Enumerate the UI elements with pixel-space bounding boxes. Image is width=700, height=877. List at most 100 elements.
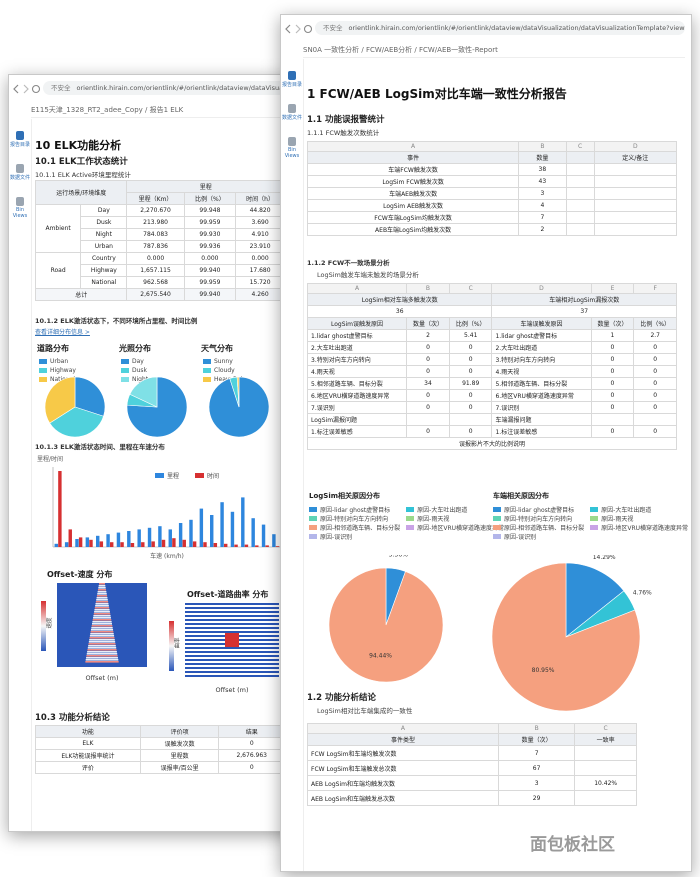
table-cell: 总计 xyxy=(34,288,128,301)
table-cell: 2.7 xyxy=(633,329,677,342)
security-warning: 不安全 xyxy=(323,24,343,32)
heatmap-cell xyxy=(97,591,107,593)
table-row: 事件类型 数量（次） 一致率 xyxy=(307,733,637,746)
legend-label: 原因-大车吐出跑道 xyxy=(417,507,468,514)
address-bar: 不安全 orientlink.hirain.com/orientlink/#/or… xyxy=(315,21,685,35)
legend-label: 原因-lidar ghost虚警目标 xyxy=(320,507,391,514)
table-row: 运行场景/环境维度 里程 xyxy=(34,180,285,205)
table-cell: 29 xyxy=(497,790,576,806)
heatmap-cell xyxy=(92,623,112,625)
heatmap-cell xyxy=(95,601,109,603)
sidebar-label[interactable]: Bin Views xyxy=(12,207,28,219)
table-row: 36 37 xyxy=(306,305,677,318)
table-cell: ELK xyxy=(35,737,141,750)
table-cell: 3.特别对向车方向转向 xyxy=(491,353,592,366)
legend-swatch xyxy=(493,534,501,539)
sidebar-label[interactable]: 数据文件 xyxy=(9,175,30,181)
sidebar-label[interactable]: 报告目录 xyxy=(9,142,30,148)
heatmap-stripe xyxy=(185,627,279,629)
env-table: 运行场景/环境维度 里程 里程（Km） 比例（%） 时间（h） Ambient Day 2,2… xyxy=(34,180,285,301)
legend-item: 原因-误识别 xyxy=(493,532,584,541)
legend-swatch xyxy=(590,525,599,530)
legend-label: 原因-雨天视 xyxy=(601,516,634,523)
table-cell: 车端FCW触发次数 xyxy=(306,163,520,176)
pie-slice xyxy=(129,376,158,408)
table-cell: 7 xyxy=(497,745,576,761)
table-cell xyxy=(590,413,635,426)
table-cell: 17.680 xyxy=(235,264,285,277)
legend: 原因-lidar ghost虚警目标 原因-大车吐出跑道 原因-特别对向车方向转向原… xyxy=(493,505,688,541)
table-cell: 0.000 xyxy=(235,252,285,265)
breadcrumb-text[interactable]: E115天津_1328_RT2_adee_Copy / 报告1 ELK xyxy=(31,106,184,114)
table-header: 数量（次） xyxy=(497,733,576,746)
paragraph: LogSim相对比车端集成的一致性 xyxy=(317,707,413,715)
table-cell: 1.lidar ghost虚警目标 xyxy=(306,329,408,342)
table-cell: 0 xyxy=(406,353,450,366)
pie-label: 80.95% xyxy=(532,667,555,674)
table-row: 6.地区VRU横穿道路速度异常 0 0 6.地区VRU横穿道路速度异常 0 0 xyxy=(306,389,677,402)
legend-label: Day xyxy=(132,358,144,365)
sidebar: 报告目录数据文件 Bin Views xyxy=(281,59,304,871)
table-cell: 43 xyxy=(518,175,567,188)
column-letter: A xyxy=(306,141,520,152)
sidebar-label[interactable]: Bin Views xyxy=(284,147,300,159)
table-header: 里程 xyxy=(126,180,285,193)
table-cell: 99.940 xyxy=(183,264,237,277)
legend-label: 原因-特别对向车方向转向 xyxy=(504,516,573,523)
table-cell: 0 xyxy=(633,401,677,414)
table-cell xyxy=(574,760,637,776)
colorbar xyxy=(41,601,46,651)
heatmap-cell xyxy=(87,647,117,649)
table-row: 1.lidar ghost虚警目标 2 5.41 1.lidar ghost虚警目标 1… xyxy=(306,329,677,342)
table-cell: 3 xyxy=(518,187,567,200)
breadcrumb-text[interactable]: SN0A 一致性分析 / FCW/AEB分析 / FCW/AEB一致性-Repo… xyxy=(303,46,498,54)
pie-title: 车端相关原因分布 xyxy=(493,492,549,500)
table-cell: AEB车端LogSim均触发次数 xyxy=(306,223,520,236)
pie-label: 94.44% xyxy=(369,652,392,659)
sidebar-icon xyxy=(16,131,24,140)
legend-swatch xyxy=(493,516,501,521)
heatmap-stripe xyxy=(185,607,279,609)
table-cell: 15.720 xyxy=(235,276,285,289)
legend-swatch xyxy=(406,525,415,530)
table-cell: 5.相邻道路车辆、目标分裂 xyxy=(306,377,408,390)
table-row: LogSim FCW触发次数 43 xyxy=(306,175,678,188)
detail-link[interactable]: 查看详细分布信息 > xyxy=(35,329,90,336)
sidebar-label[interactable]: 数据文件 xyxy=(281,115,302,121)
legend-swatch xyxy=(155,473,164,478)
legend-item: 原因-lidar ghost虚警目标 xyxy=(493,505,584,514)
column-letter: C xyxy=(448,283,493,294)
bar xyxy=(220,502,224,547)
table-cell: 6.地区VRU横穿道路速度异常 xyxy=(306,389,408,402)
bar xyxy=(64,542,69,547)
heading-3: 10.1.1 ELK Active环境里程统计 xyxy=(35,171,131,179)
table-cell: 误报影片不大的比例说明 xyxy=(307,437,677,450)
bar xyxy=(58,471,62,547)
table-cell: 0 xyxy=(448,365,493,378)
heading-1: 1 FCW/AEB LogSim对比车端一致性分析报告 xyxy=(307,87,567,101)
table-cell: 0 xyxy=(590,377,635,390)
bar xyxy=(261,524,266,547)
heatmap-stripe xyxy=(185,651,279,653)
heatmap-cell xyxy=(92,621,112,623)
legend-label: Sunny xyxy=(214,358,233,365)
table-row: 总计 2,675.540 99.940 4.260 xyxy=(34,288,285,301)
table-header: 车端相对LogSim漏报次数 xyxy=(491,293,677,306)
table-cell xyxy=(448,413,493,426)
heading-2: 1.1 功能误报警统计 xyxy=(307,115,385,125)
legend-swatch xyxy=(590,516,599,521)
table-row: Urban 787.836 99.936 23.910 xyxy=(36,240,285,253)
heatmap-stripe xyxy=(185,619,279,621)
legend-swatch xyxy=(309,516,317,521)
table-cell: 3 xyxy=(497,775,576,791)
table-row: 误报影片不大的比例说明 xyxy=(307,437,677,450)
table-cell xyxy=(574,790,637,806)
table-header: 定义/备注 xyxy=(593,151,678,164)
legend-item: Sunny xyxy=(203,357,246,366)
legend-label: Highway xyxy=(50,367,76,374)
table-cell xyxy=(565,199,595,212)
pie-label: 5.56% xyxy=(389,555,408,559)
sidebar-label[interactable]: 报告目录 xyxy=(281,82,302,88)
table-header: 数量 xyxy=(518,151,567,164)
